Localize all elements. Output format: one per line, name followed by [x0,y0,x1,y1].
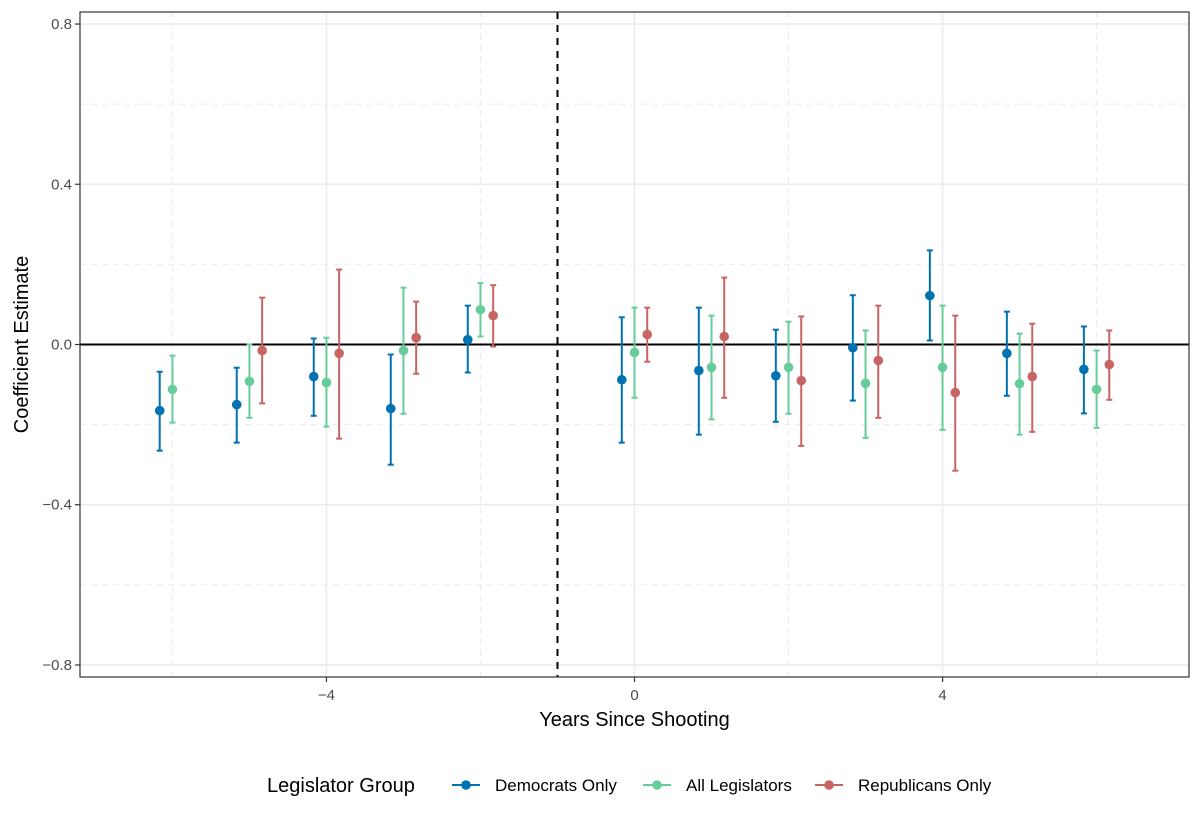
y-tick-label: −0.4 [42,497,72,514]
data-point [694,365,704,376]
series-all-legislators [167,282,1102,439]
y-tick-label: 0.0 [51,337,72,354]
axes: −4 0 4 −0.8 −0.4 0.0 0.4 0.8 [42,16,946,704]
data-point [1104,359,1115,370]
x-tick-label: 4 [938,687,946,704]
data-point [411,332,421,343]
data-point [873,355,884,366]
data-point [385,403,396,414]
x-axis-title: Years Since Shooting [539,709,730,731]
data-point [719,331,730,342]
data-point [398,345,409,356]
data-point [925,290,935,301]
series-republicans-only [257,268,1115,472]
legend-label: Democrats Only [495,776,617,795]
data-point [244,376,255,387]
data-point [860,378,871,389]
y-tick-label: 0.4 [51,176,72,193]
data-point [642,329,653,340]
legend-key-point [824,780,834,790]
data-point [1014,378,1025,389]
x-tick-label: 0 [630,687,638,704]
legend-label: Republicans Only [858,776,992,795]
data-point [1091,384,1102,395]
data-point [167,384,178,395]
data-point [1079,364,1089,375]
legend-item-republicans-only: Republicans Only [815,776,992,795]
data-point [706,362,717,373]
data-point [796,375,807,386]
y-tick-label: 0.8 [51,16,72,33]
data-point [616,374,627,385]
data-point [771,370,781,381]
data-point [475,304,486,315]
data-point [1002,348,1012,359]
y-axis-title: Coefficient Estimate [11,256,33,434]
data-point [231,399,242,410]
data-point [937,362,948,373]
data-point [334,348,344,359]
legend: Legislator Group Democrats Only All Legis… [267,775,992,797]
data-point [488,310,498,321]
data-point [950,387,961,398]
data-point [257,345,267,356]
data-point [462,334,473,345]
legend-title: Legislator Group [267,775,415,797]
legend-key-point [461,780,471,790]
data-point [1027,371,1038,382]
series-democrats-only [154,249,1089,466]
y-tick-label: −0.8 [42,657,72,674]
x-tick-label: −4 [318,687,335,704]
legend-key-point [652,780,662,790]
data-point [783,362,794,373]
legend-item-democrats-only: Democrats Only [452,776,617,795]
legend-item-all-legislators: All Legislators [643,776,792,795]
data-point [321,377,332,388]
data-point [848,342,858,353]
data-point [308,371,319,382]
legend-label: All Legislators [686,776,792,795]
data-point [154,405,165,416]
series-group [154,249,1115,472]
data-point [629,347,640,358]
